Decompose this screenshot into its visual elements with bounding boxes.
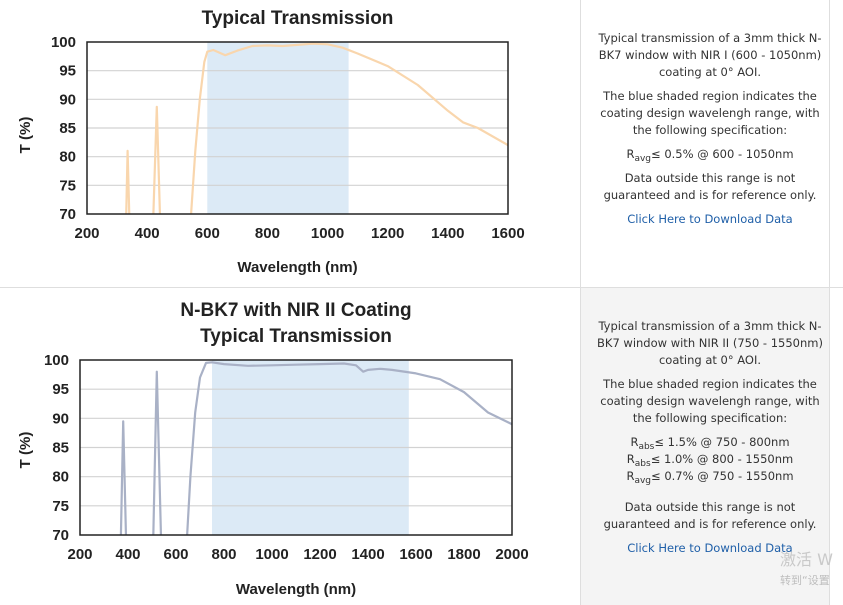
- activation-watermark-sub: 转到“设置: [780, 574, 830, 587]
- specification-line: Ravg≤ 0.5% @ 600 - 1050nm: [626, 147, 794, 164]
- x-tick-label: 1600: [491, 225, 524, 242]
- x-tick-label: 200: [67, 546, 92, 563]
- x-tick-label: 600: [195, 225, 220, 242]
- description-paragraph: Typical transmission of a 3mm thick N-BK…: [598, 31, 822, 79]
- x-tick-label: 1200: [303, 546, 336, 563]
- description-paragraph: Typical transmission of a 3mm thick N-BK…: [597, 319, 823, 367]
- y-tick-label: 80: [52, 469, 69, 486]
- x-tick-label: 800: [211, 546, 236, 563]
- y-axis-label: T (%): [17, 432, 34, 469]
- x-tick-label: 1400: [431, 225, 464, 242]
- y-tick-label: 95: [52, 381, 69, 398]
- x-tick-label: 1200: [371, 225, 404, 242]
- y-tick-label: 70: [59, 206, 76, 223]
- panel-nir2: 100 95 90 85 80 75 70 200 400 600 800 1000 1200 1400 1…: [0, 288, 843, 605]
- x-tick-label: 1800: [447, 546, 480, 563]
- plot-frame: [86, 41, 509, 215]
- x-tick-label: 1000: [311, 225, 344, 242]
- x-tick-label: 2000: [495, 546, 528, 563]
- transmission-chart-nir1: 100 95 90 85 80 75 70 200 400 600 800 1000 1200 1400 1…: [17, 8, 525, 276]
- x-tick-label: 400: [135, 225, 160, 242]
- chart-cell: 100 95 90 85 80 75 70 200 400 600 800 1000 1200 1400 1…: [0, 0, 580, 287]
- y-tick-label: 95: [59, 63, 76, 80]
- activation-watermark: 激活 W: [780, 550, 833, 569]
- download-data-link[interactable]: Click Here to Download Data: [627, 212, 793, 226]
- x-axis-label: Wavelength (nm): [236, 581, 356, 598]
- x-axis-label: Wavelength (nm): [237, 259, 357, 276]
- y-tick-label: 85: [59, 120, 76, 137]
- description-paragraph: The blue shaded region indicates the coa…: [600, 89, 820, 137]
- x-tick-label: 1600: [399, 546, 432, 563]
- description-cell: Typical transmission of a 3mm thick N-BK…: [580, 288, 830, 605]
- download-data-link[interactable]: Click Here to Download Data: [627, 541, 793, 555]
- y-tick-label: 90: [59, 91, 76, 108]
- specification-line: Rabs≤ 1.5% @ 750 - 800nm: [630, 435, 790, 452]
- y-tick-label: 75: [52, 498, 69, 515]
- description-paragraph: The blue shaded region indicates the coa…: [600, 377, 820, 425]
- right-strip: [830, 288, 843, 605]
- y-tick-label: 70: [52, 527, 69, 544]
- chart-title: Typical Transmission: [200, 326, 392, 347]
- x-tick-label: 1400: [351, 546, 384, 563]
- transmission-curve: [189, 42, 508, 214]
- y-tick-label: 100: [44, 352, 69, 369]
- transmission-curve: [152, 105, 162, 214]
- panel-nir1: 100 95 90 85 80 75 70 200 400 600 800 1000 1200 1400 1…: [0, 0, 843, 288]
- specification-line: Rabs≤ 1.0% @ 800 - 1550nm: [626, 452, 794, 469]
- y-axis-label: T (%): [17, 117, 34, 154]
- plot-frame: [79, 359, 513, 536]
- x-tick-label: 600: [163, 546, 188, 563]
- specification-line: Ravg≤ 0.7% @ 750 - 1550nm: [626, 469, 794, 486]
- transmission-curve: [119, 420, 128, 535]
- chart-title: Typical Transmission: [202, 8, 394, 29]
- description-cell: Typical transmission of a 3mm thick N-BK…: [580, 0, 830, 287]
- transmission-curve: [152, 370, 163, 535]
- y-tick-label: 75: [59, 177, 76, 194]
- right-strip: [830, 0, 843, 287]
- transmission-chart-nir2: 100 95 90 85 80 75 70 200 400 600 800 1000 1200 1400 1…: [17, 300, 529, 598]
- specification-list: Ravg≤ 0.5% @ 600 - 1050nm: [593, 146, 827, 164]
- x-tick-label: 400: [115, 546, 140, 563]
- transmission-curve: [125, 149, 131, 214]
- x-tick-label: 800: [255, 225, 280, 242]
- description-paragraph: Data outside this range is not guarantee…: [603, 500, 817, 531]
- y-tick-label: 80: [59, 149, 76, 166]
- x-tick-label: 1000: [255, 546, 288, 563]
- x-tick-label: 200: [74, 225, 99, 242]
- transmission-curve: [186, 361, 512, 535]
- description-text: Typical transmission of a 3mm thick N-BK…: [593, 318, 827, 564]
- description-paragraph: Data outside this range is not guarantee…: [603, 171, 817, 202]
- description-text: Typical transmission of a 3mm thick N-BK…: [593, 30, 827, 235]
- specification-list: Rabs≤ 1.5% @ 750 - 800nm Rabs≤ 1.0% @ 800…: [593, 434, 827, 486]
- y-tick-label: 100: [51, 34, 76, 51]
- chart-title: N-BK7 with NIR II Coating: [180, 300, 411, 321]
- y-tick-label: 90: [52, 410, 69, 427]
- chart-cell: 100 95 90 85 80 75 70 200 400 600 800 1000 1200 1400 1…: [0, 288, 580, 605]
- y-tick-label: 85: [52, 440, 69, 457]
